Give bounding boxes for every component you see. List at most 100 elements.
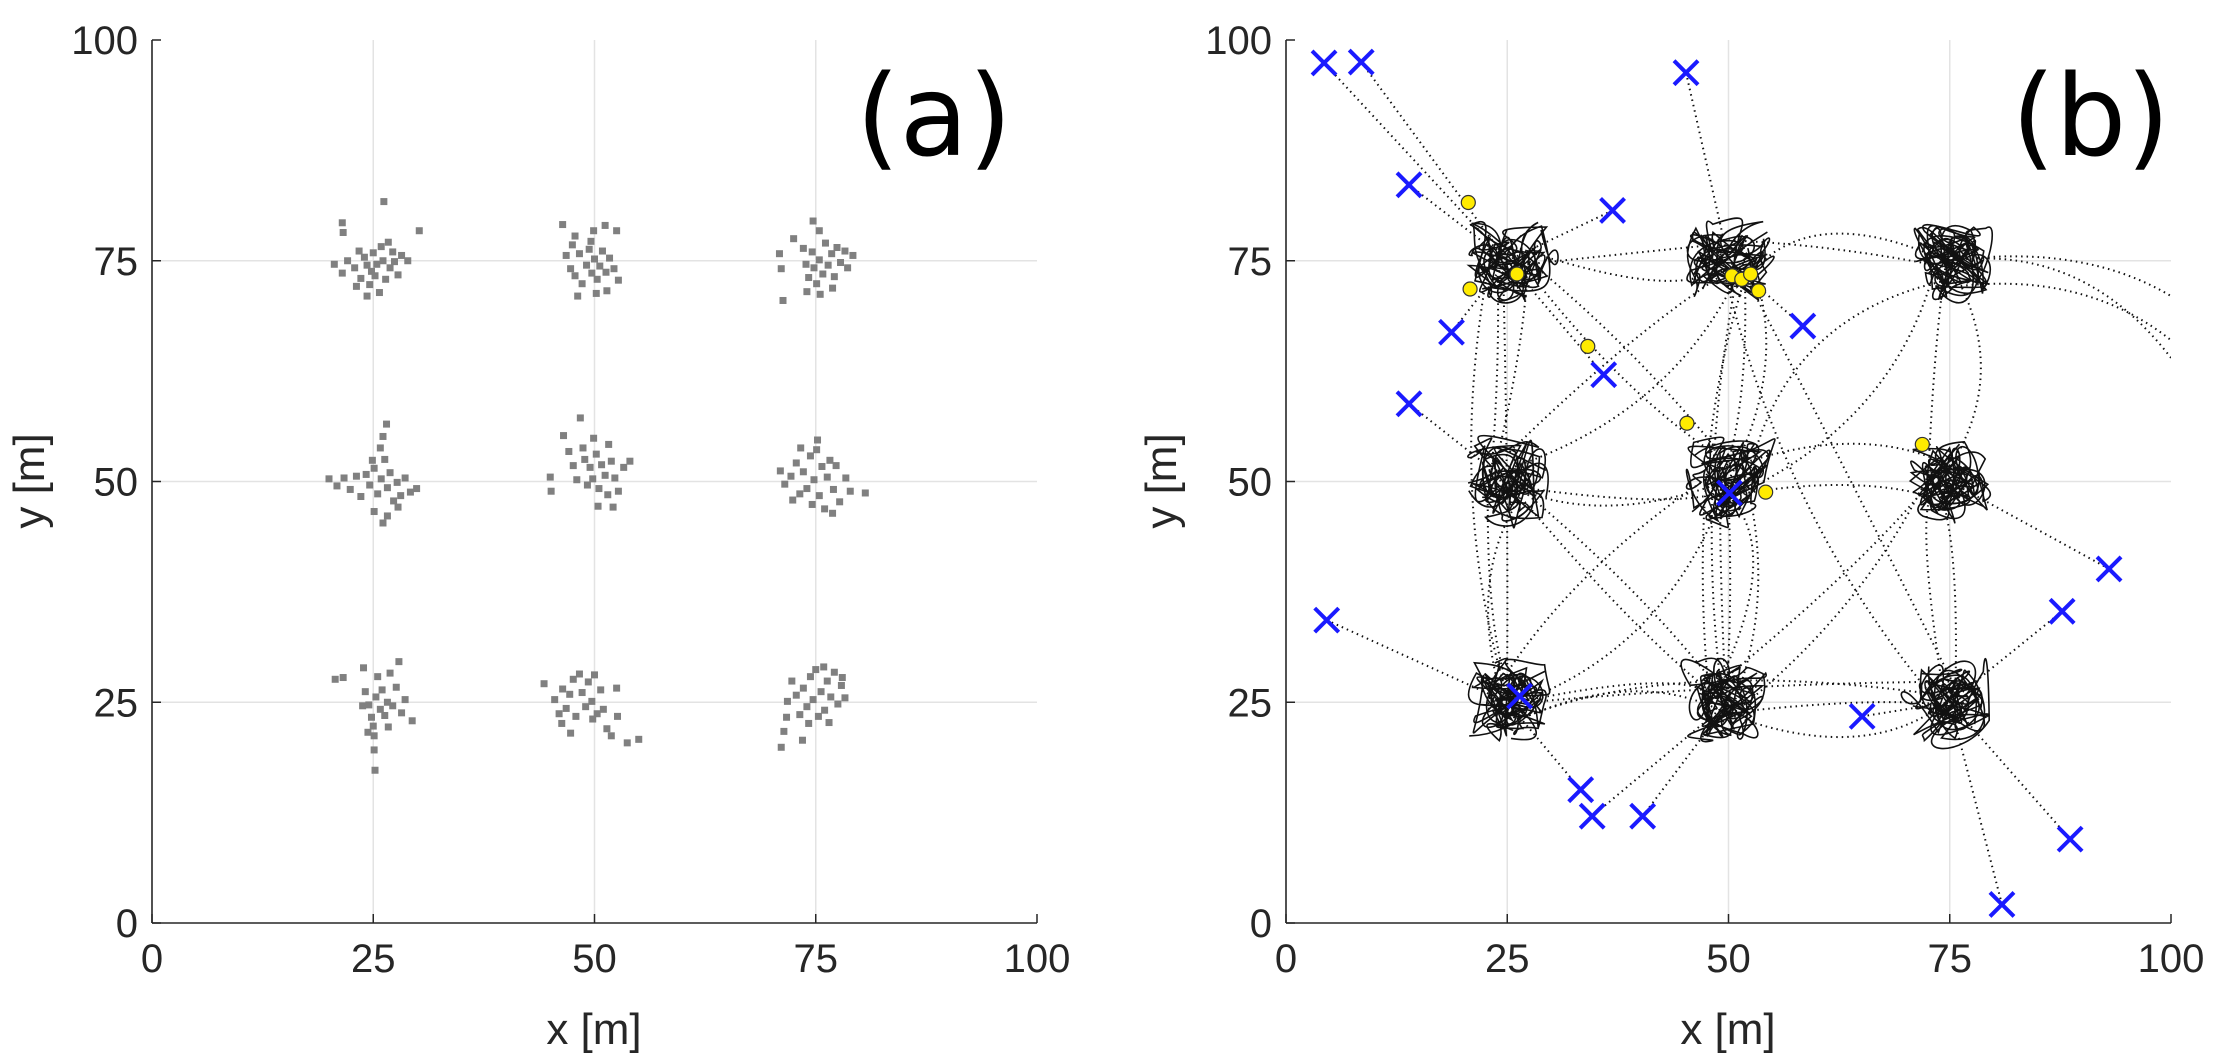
data-point [623, 739, 631, 747]
transfer-path [1487, 496, 1522, 706]
approach-path [1949, 610, 2063, 704]
data-point [614, 712, 622, 720]
trajectory-loop [1913, 658, 1991, 750]
data-point [780, 727, 788, 735]
data-point [605, 440, 613, 448]
data-point [821, 505, 829, 513]
data-point [833, 244, 841, 252]
data-point [593, 275, 601, 283]
data-point [363, 261, 371, 269]
data-point [559, 685, 567, 693]
start-marker [1715, 479, 1743, 507]
data-point [792, 459, 800, 467]
data-point [362, 470, 370, 478]
x-tick-label: 75 [794, 937, 839, 981]
data-point [398, 251, 406, 259]
transfer-path [1489, 264, 1500, 491]
data-point [591, 255, 598, 263]
data-point [344, 257, 352, 265]
data-point [381, 455, 389, 463]
data-point [601, 221, 609, 229]
data-point [841, 694, 849, 702]
data-point [575, 670, 583, 678]
data-point [572, 712, 580, 720]
data-point [369, 722, 377, 730]
data-point [346, 485, 354, 493]
axes-a: 0 25 50 75 100 0 25 50 75 100 [71, 19, 1070, 981]
transfer-path [1708, 442, 1968, 477]
panel-label-b: (b) [2012, 52, 2170, 182]
data-point [841, 247, 849, 255]
data-point [584, 678, 592, 686]
data-point [602, 268, 610, 276]
start-marker [1599, 197, 1626, 224]
start-marker [1848, 702, 1876, 730]
data-point [395, 658, 403, 666]
data-point [383, 698, 391, 706]
data-point [814, 436, 822, 444]
transfer-path [1925, 494, 1945, 696]
highlight-point [1914, 436, 1930, 453]
trajectory-loop [1481, 446, 1547, 514]
data-point [559, 221, 567, 229]
data-point [812, 666, 820, 674]
data-point [555, 710, 563, 718]
data-point [610, 265, 618, 273]
plot-marks-a [325, 198, 869, 774]
data-point [583, 261, 591, 269]
data-point [592, 450, 600, 458]
data-point [799, 244, 807, 252]
data-point [370, 746, 378, 754]
data-point [376, 444, 384, 452]
data-point [585, 245, 593, 253]
data-point [588, 697, 596, 705]
data-point [408, 717, 416, 725]
data-point [374, 673, 382, 681]
trajectory-loop [1691, 230, 1766, 285]
start-marker [1347, 48, 1375, 76]
data-point [825, 719, 833, 727]
transfer-path [1488, 243, 1722, 270]
data-point [394, 271, 402, 279]
data-point [576, 414, 584, 422]
data-point [829, 485, 837, 493]
data-point [606, 254, 614, 262]
data-point [830, 668, 838, 676]
data-point [357, 493, 365, 501]
data-point [777, 265, 785, 273]
transfer-path [1710, 484, 1755, 701]
data-point [582, 703, 590, 711]
data-point [796, 490, 804, 498]
y-tick-label: 25 [94, 681, 139, 725]
data-point [834, 700, 842, 708]
data-point [798, 736, 806, 744]
highlight-point [1750, 283, 1767, 299]
y-tick-label: 75 [1228, 240, 1273, 284]
trajectory-loop [1908, 451, 1974, 515]
data-point [397, 492, 405, 500]
data-point [357, 274, 365, 282]
data-point [351, 264, 359, 272]
data-point [590, 434, 598, 442]
data-point [377, 243, 385, 251]
panel-a: 0 25 50 75 100 0 25 50 75 100 (a) x [m] y [m] [5, 19, 1070, 1054]
y-tick-label: 0 [1250, 902, 1272, 946]
data-point [829, 509, 837, 517]
data-point [586, 463, 594, 471]
start-marker [1988, 891, 2016, 918]
start-marker [1590, 361, 1618, 389]
data-point [565, 447, 573, 455]
approach-path [1450, 260, 1509, 333]
data-point [596, 262, 604, 270]
data-point [339, 228, 347, 236]
data-point [379, 432, 387, 440]
exit-path [1949, 255, 2171, 297]
y-axis-label-b: y [m] [1137, 433, 1186, 528]
approach-path [1727, 481, 1731, 494]
data-point [352, 282, 360, 290]
data-point [373, 260, 381, 268]
data-point [792, 691, 800, 699]
data-point [594, 502, 602, 510]
data-point [806, 673, 814, 681]
trajectory-loop [1680, 658, 1766, 738]
